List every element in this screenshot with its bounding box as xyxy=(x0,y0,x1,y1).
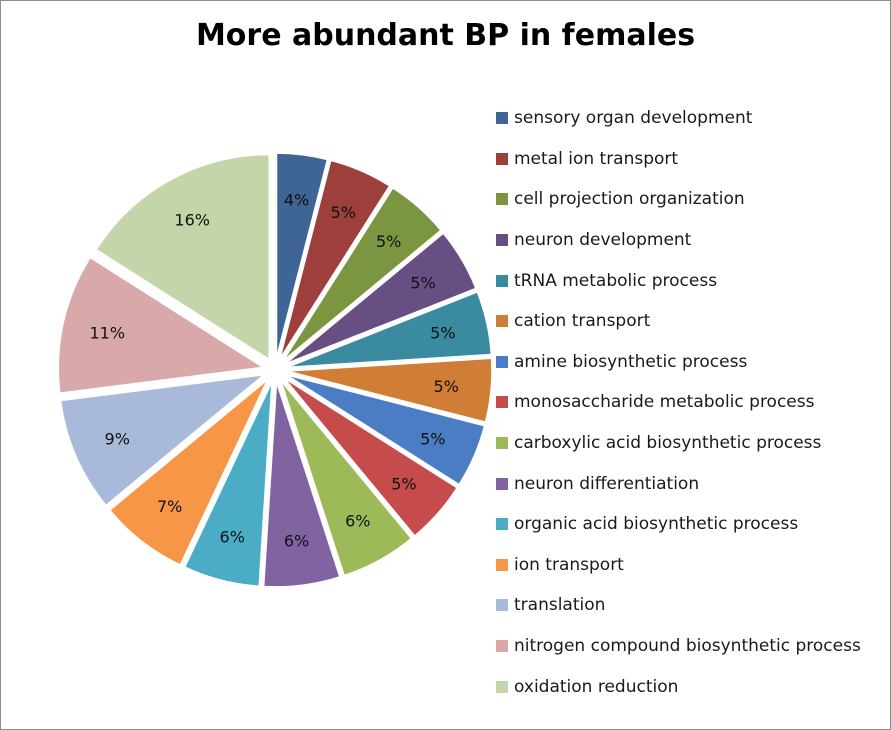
pie-slice-0 xyxy=(275,152,329,359)
legend-swatch xyxy=(496,234,508,247)
pie-slice-11 xyxy=(108,378,269,566)
pie-slice-9 xyxy=(262,381,341,588)
slice-data-label: 16% xyxy=(174,210,210,229)
slice-data-label: 11% xyxy=(89,324,125,343)
legend-label: neuron development xyxy=(514,230,692,251)
legend-item: metal ion transport xyxy=(496,139,861,180)
legend-item: neuron development xyxy=(496,220,861,261)
slice-data-label: 5% xyxy=(420,429,445,448)
pie-slice-6 xyxy=(285,374,486,486)
legend-label: monosaccharide metabolic process xyxy=(514,392,815,413)
pie-slice-14 xyxy=(95,153,270,361)
slice-data-label: 9% xyxy=(105,429,130,448)
slice-data-label: 5% xyxy=(391,475,416,494)
legend-item: sensory organ development xyxy=(496,98,861,139)
legend-label: translation xyxy=(514,595,606,616)
legend-label: neuron differentiation xyxy=(514,473,700,494)
pie-slice-5 xyxy=(286,357,493,424)
legend-swatch xyxy=(496,518,508,531)
legend-item: nitrogen compound biosynthetic process xyxy=(496,626,861,667)
slice-data-label: 7% xyxy=(157,497,182,516)
pie-slice-10 xyxy=(183,381,273,588)
legend-swatch xyxy=(496,396,508,409)
chart-legend: sensory organ development metal ion trans… xyxy=(496,98,861,707)
legend-label: cation transport xyxy=(514,311,651,332)
legend-item: translation xyxy=(496,585,861,626)
legend-swatch xyxy=(496,599,508,612)
legend-swatch xyxy=(496,355,508,368)
pie-slice-13 xyxy=(57,256,266,394)
pie-slice-12 xyxy=(59,373,267,507)
legend-swatch xyxy=(496,152,508,165)
legend-label: oxidation reduction xyxy=(514,676,679,697)
slice-data-label: 6% xyxy=(220,527,245,546)
legend-item: ion transport xyxy=(496,545,861,586)
slice-data-label: 5% xyxy=(433,377,458,396)
legend-label: sensory organ development xyxy=(514,108,753,129)
pie-slice-7 xyxy=(283,377,459,537)
slice-data-label: 6% xyxy=(284,532,309,551)
pie-slice-2 xyxy=(282,186,442,362)
pie-slice-3 xyxy=(284,232,477,365)
legend-item: cell projection organization xyxy=(496,179,861,220)
pie-slice-1 xyxy=(279,159,391,360)
legend-swatch xyxy=(496,477,508,490)
slice-data-label: 6% xyxy=(345,512,370,531)
legend-swatch xyxy=(496,315,508,328)
slice-data-label: 5% xyxy=(410,273,435,292)
legend-swatch xyxy=(496,112,508,125)
legend-item: cation transport xyxy=(496,301,861,342)
legend-swatch xyxy=(496,274,508,287)
legend-swatch xyxy=(496,193,508,206)
legend-item: oxidation reduction xyxy=(496,666,861,707)
legend-label: cell projection organization xyxy=(514,189,745,210)
legend-label: ion transport xyxy=(514,554,624,575)
legend-swatch xyxy=(496,680,508,693)
chart-title: More abundant BP in females xyxy=(195,18,696,53)
legend-swatch xyxy=(496,640,508,653)
legend-swatch xyxy=(496,558,508,571)
legend-label: amine biosynthetic process xyxy=(514,351,748,372)
slice-data-label: 5% xyxy=(376,232,401,251)
pie-slice-8 xyxy=(280,380,413,577)
legend-item: tRNA metabolic process xyxy=(496,260,861,301)
legend-item: monosaccharide metabolic process xyxy=(496,382,861,423)
legend-item: organic acid biosynthetic process xyxy=(496,504,861,545)
slice-data-label: 5% xyxy=(331,203,356,222)
legend-item: amine biosynthetic process xyxy=(496,342,861,383)
legend-item: carboxylic acid biosynthetic process xyxy=(496,423,861,464)
legend-label: organic acid biosynthetic process xyxy=(514,514,799,535)
pie-slice-4 xyxy=(286,290,493,369)
slice-data-label: 5% xyxy=(430,324,455,343)
legend-item: neuron differentiation xyxy=(496,463,861,504)
legend-label: tRNA metabolic process xyxy=(514,270,718,291)
slice-data-label: 4% xyxy=(284,190,309,209)
legend-label: nitrogen compound biosynthetic process xyxy=(514,636,861,657)
legend-swatch xyxy=(496,437,508,450)
legend-label: carboxylic acid biosynthetic process xyxy=(514,433,822,454)
legend-label: metal ion transport xyxy=(514,148,679,169)
